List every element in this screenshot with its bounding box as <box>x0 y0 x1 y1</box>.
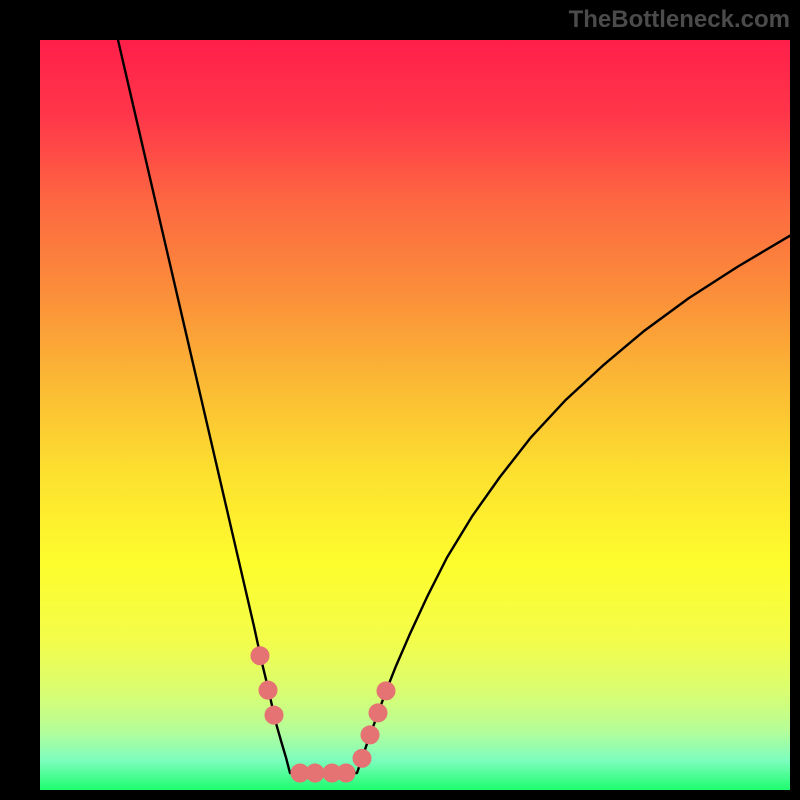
chart-stage: TheBottleneck.com <box>0 0 800 800</box>
marker-point <box>251 647 269 665</box>
marker-point <box>306 764 324 782</box>
marker-point <box>361 726 379 744</box>
marker-point <box>377 682 395 700</box>
curve-layer <box>0 0 800 800</box>
watermark-text: TheBottleneck.com <box>569 6 790 34</box>
marker-point <box>353 749 371 767</box>
marker-point <box>337 764 355 782</box>
marker-point <box>259 681 277 699</box>
marker-group <box>251 647 395 782</box>
marker-point <box>265 706 283 724</box>
marker-point <box>369 704 387 722</box>
bottleneck-curve <box>118 40 790 773</box>
